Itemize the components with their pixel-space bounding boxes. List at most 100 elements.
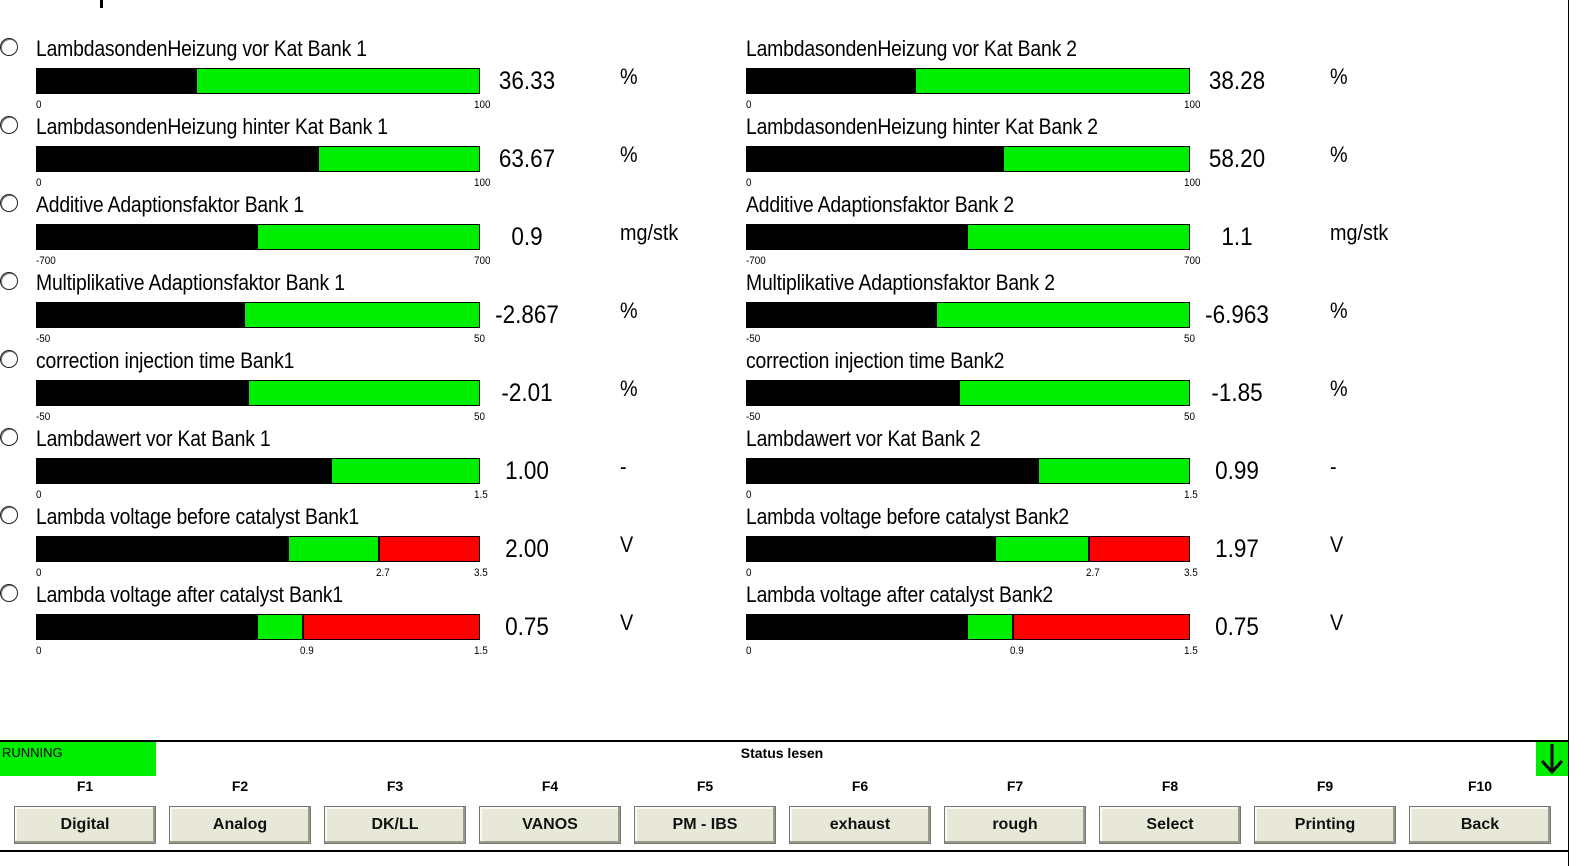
gauge-fill (37, 615, 258, 639)
gauge-red-zone (1012, 615, 1189, 639)
gauge-bar (36, 68, 480, 94)
gauge: Additive Adaptionsfaktor Bank 1 -700 700 0.… (0, 156, 720, 267)
gauge-min-label: 0 (746, 99, 752, 111)
gauge-fill (747, 615, 968, 639)
gauge-max-label: 1.5 (474, 489, 488, 501)
gauge-label: correction injection time Bank1 (36, 348, 295, 373)
radio-button-icon[interactable] (0, 116, 18, 134)
gauge-label: LambdasondenHeizung hinter Kat Bank 2 (746, 114, 1098, 139)
radio-button-icon[interactable] (0, 428, 18, 446)
gauge-value: -2.867 (495, 301, 559, 329)
gauge-label: Lambdawert vor Kat Bank 1 (36, 426, 271, 451)
status-bar: RUNNING Status lesen F1 Digital F2 Analog F3… (0, 740, 1568, 852)
gauge-bar (746, 68, 1190, 94)
gauge-unit: % (620, 376, 638, 401)
function-button-f8[interactable]: Select (1099, 806, 1241, 844)
gauge-label: LambdasondenHeizung vor Kat Bank 2 (746, 36, 1077, 61)
gauge-panel: LambdasondenHeizung vor Kat Bank 1 0 100 36… (0, 0, 1430, 657)
radio-button-icon[interactable] (0, 38, 18, 56)
function-key-label: F2 (231, 778, 249, 794)
function-button-f6[interactable]: exhaust (789, 806, 931, 844)
gauge-value: 38.28 (1208, 67, 1266, 95)
gauge-min-label: 0 (746, 489, 752, 501)
function-button-f10[interactable]: Back (1409, 806, 1551, 844)
gauge-fill (37, 225, 259, 249)
gauge-unit: V (1330, 532, 1344, 557)
gauge-min-label: -50 (36, 411, 51, 423)
gauge-value: 63.67 (498, 145, 556, 173)
function-button-f3[interactable]: DK/LL (324, 806, 466, 844)
gauge-label: LambdasondenHeizung vor Kat Bank 1 (36, 36, 367, 61)
gauge-max-label: 1.5 (1184, 489, 1198, 501)
gauge-unit: % (620, 142, 638, 167)
gauge: LambdasondenHeizung hinter Kat Bank 2 0 10… (710, 78, 1430, 189)
gauge-label: Additive Adaptionsfaktor Bank 1 (36, 192, 304, 217)
gauge-max-label: 100 (474, 99, 491, 111)
gauge-fill (37, 381, 250, 405)
arrow-down-icon (1540, 744, 1564, 774)
gauge-max-label: 50 (474, 411, 486, 423)
gauge-max-label: 700 (1184, 255, 1201, 267)
gauge-max-label: 100 (474, 177, 491, 189)
gauge-max-label: 700 (474, 255, 491, 267)
gauge-min-label: 0 (36, 567, 42, 579)
gauge-bar (36, 302, 480, 328)
gauge-red-zone (1087, 537, 1189, 561)
gauge-unit: % (1330, 142, 1348, 167)
gauge: Lambda voltage before catalyst Bank1 0 3.5… (0, 468, 720, 579)
gauge-bar (36, 536, 480, 562)
radio-button-icon[interactable] (0, 506, 18, 524)
gauge-mid-label: 0.9 (300, 645, 315, 657)
gauge-bar (36, 458, 480, 484)
gauge-label: Lambdawert vor Kat Bank 2 (746, 426, 981, 451)
function-key-label: F5 (696, 778, 714, 794)
gauge-bar (746, 614, 1190, 640)
function-button-f1[interactable]: Digital (14, 806, 156, 844)
gauge: Additive Adaptionsfaktor Bank 2 -700 700 1.… (710, 156, 1430, 267)
function-button-f5[interactable]: PM - IBS (634, 806, 776, 844)
gauge-label: Lambda voltage after catalyst Bank1 (36, 582, 344, 607)
gauge-max-label: 100 (1184, 99, 1201, 111)
function-button-f9[interactable]: Printing (1254, 806, 1396, 844)
gauge-min-label: 0 (746, 177, 752, 189)
gauge-value: 2.00 (505, 535, 549, 563)
radio-button-icon[interactable] (0, 194, 18, 212)
gauge-label: correction injection time Bank2 (746, 348, 1005, 373)
gauge-fill (37, 459, 332, 483)
gauge-bar (36, 614, 480, 640)
gauge-value: 58.20 (1208, 145, 1266, 173)
radio-button-icon[interactable] (0, 272, 18, 290)
function-button-f4[interactable]: VANOS (479, 806, 621, 844)
gauge-value: -2.01 (501, 379, 553, 407)
scroll-down-button[interactable] (1536, 742, 1568, 776)
function-button-f7[interactable]: rough (944, 806, 1086, 844)
gauge-value: 0.75 (1215, 613, 1259, 641)
radio-button-icon[interactable] (0, 350, 18, 368)
gauge-min-label: -50 (36, 333, 51, 345)
gauge-mid-label: 2.7 (376, 567, 391, 579)
gauge-label: Lambda voltage after catalyst Bank2 (746, 582, 1054, 607)
gauge-red-zone (302, 615, 479, 639)
radio-button-icon[interactable] (0, 584, 18, 602)
running-indicator: RUNNING (0, 742, 156, 776)
gauge-label: Lambda voltage before catalyst Bank1 (36, 504, 360, 529)
gauge-min-label: -700 (746, 255, 766, 267)
function-key-label: F3 (386, 778, 404, 794)
gauge-value: 36.33 (498, 67, 556, 95)
gauge-bar (746, 458, 1190, 484)
gauge-max-label: 50 (1184, 411, 1196, 423)
gauge-min-label: -700 (36, 255, 56, 267)
gauge-fill (747, 537, 996, 561)
gauge-max-label: 50 (474, 333, 486, 345)
gauge-mid-label: 0.9 (1010, 645, 1025, 657)
gauge-unit: % (1330, 376, 1348, 401)
function-button-f2[interactable]: Analog (169, 806, 311, 844)
gauge-min-label: 0 (746, 567, 752, 579)
gauge: Multiplikative Adaptionsfaktor Bank 2 -50… (710, 234, 1430, 345)
gauge-value: 0.75 (505, 613, 549, 641)
gauge-unit: % (1330, 298, 1348, 323)
gauge-bar (36, 380, 480, 406)
gauge-fill (747, 303, 938, 327)
gauge-red-zone (377, 537, 479, 561)
gauge-bar (746, 146, 1190, 172)
